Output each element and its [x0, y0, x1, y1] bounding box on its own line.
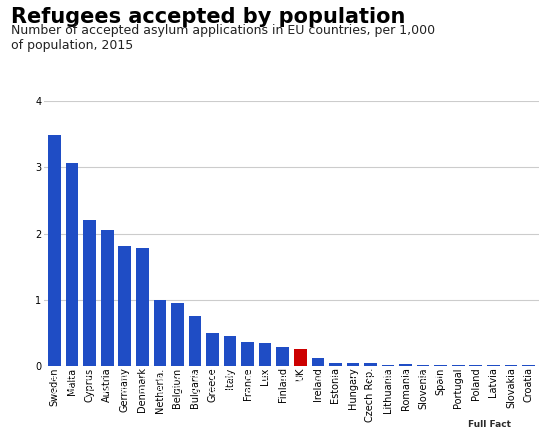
Bar [277, 347, 289, 366]
Bar [259, 343, 272, 366]
Bar [83, 220, 96, 366]
Bar [504, 365, 517, 366]
Bar [522, 365, 535, 366]
Bar [101, 230, 113, 366]
Bar [48, 135, 61, 366]
Bar [241, 342, 254, 366]
Bar [346, 363, 359, 366]
Bar [224, 336, 236, 366]
Bar [311, 358, 324, 366]
Bar [452, 365, 465, 366]
Polygon shape [396, 374, 550, 436]
Bar [399, 364, 412, 366]
Text: Eurostat, press release 75/2016, "Asylum decisions in the EU" 20 April
2016; Pop: Eurostat, press release 75/2016, "Asylum… [52, 373, 447, 395]
Bar [434, 365, 447, 366]
Text: Full Fact: Full Fact [468, 420, 511, 429]
Bar [171, 303, 184, 366]
Bar [118, 246, 131, 366]
Bar [153, 300, 166, 366]
Bar [66, 163, 79, 366]
Bar [294, 349, 306, 366]
Bar [136, 248, 148, 366]
Text: Number of accepted asylum applications in EU countries, per 1,000
of population,: Number of accepted asylum applications i… [11, 24, 435, 52]
Bar [329, 363, 342, 366]
Bar [382, 365, 394, 366]
Bar [417, 365, 430, 366]
Bar [487, 365, 500, 366]
Bar [364, 363, 377, 366]
Bar [470, 365, 482, 366]
Text: Source:: Source: [11, 373, 59, 383]
Bar [206, 333, 219, 366]
Bar [189, 316, 201, 366]
Text: Refugees accepted by population: Refugees accepted by population [11, 7, 405, 26]
